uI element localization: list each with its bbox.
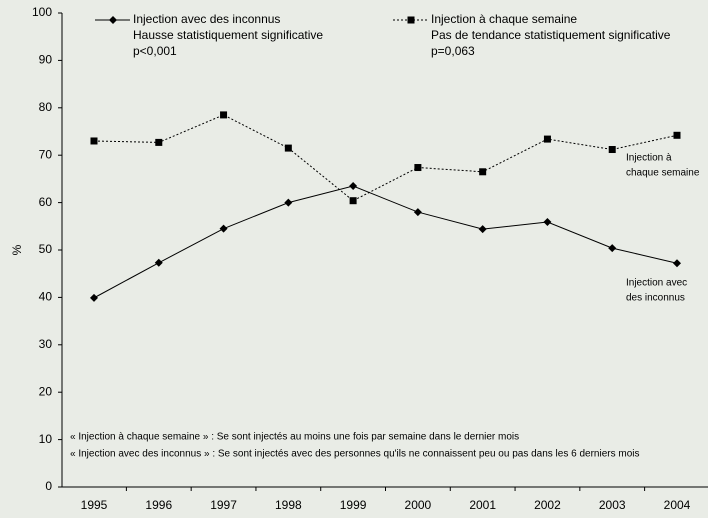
legend-label: Injection avec des inconnus bbox=[133, 12, 280, 26]
marker bbox=[543, 218, 552, 227]
marker bbox=[414, 164, 422, 172]
legend-note: Hausse statistiquement significative bbox=[133, 28, 323, 42]
y-tick-label: 10 bbox=[39, 432, 53, 446]
marker bbox=[608, 244, 617, 253]
annotation: Injection avec bbox=[626, 278, 687, 289]
x-tick-label: 1999 bbox=[340, 498, 367, 512]
marker bbox=[284, 198, 293, 207]
y-tick-label: 60 bbox=[39, 195, 53, 209]
series-line bbox=[93, 185, 678, 299]
x-tick-label: 2000 bbox=[405, 498, 432, 512]
annotation: des inconnus bbox=[626, 293, 685, 304]
y-tick-label: 50 bbox=[39, 242, 53, 256]
legend-note: Pas de tendance statistiquement signific… bbox=[431, 28, 671, 42]
y-axis-label: % bbox=[10, 244, 24, 255]
note: « Injection avec des inconnus » : Se son… bbox=[70, 449, 639, 460]
legend-note: p=0,063 bbox=[431, 44, 475, 58]
note: « Injection à chaque semaine » : Se sont… bbox=[70, 432, 519, 443]
marker bbox=[673, 259, 681, 268]
marker bbox=[284, 144, 292, 152]
x-tick-label: 1996 bbox=[145, 498, 172, 512]
y-tick-label: 80 bbox=[39, 100, 53, 114]
marker bbox=[90, 293, 98, 302]
marker bbox=[543, 135, 551, 143]
marker bbox=[109, 16, 117, 24]
marker bbox=[154, 258, 163, 267]
x-tick-label: 1998 bbox=[275, 498, 302, 512]
x-tick-label: 2003 bbox=[599, 498, 626, 512]
y-tick-label: 70 bbox=[39, 147, 53, 161]
marker bbox=[90, 137, 98, 145]
annotation: Injection à bbox=[626, 153, 672, 164]
y-tick-label: 30 bbox=[39, 337, 53, 351]
legend-note: p<0,001 bbox=[133, 44, 177, 58]
marker bbox=[219, 224, 228, 233]
y-tick-label: 100 bbox=[32, 5, 52, 19]
marker bbox=[608, 146, 616, 154]
marker bbox=[673, 131, 681, 139]
legend-label: Injection à chaque semaine bbox=[431, 12, 577, 26]
y-tick-label: 40 bbox=[39, 290, 53, 304]
marker bbox=[407, 16, 415, 24]
x-tick-label: 2004 bbox=[664, 498, 691, 512]
x-tick-label: 1997 bbox=[210, 498, 237, 512]
x-tick-label: 2002 bbox=[534, 498, 561, 512]
marker bbox=[349, 197, 357, 205]
marker bbox=[155, 138, 163, 146]
marker bbox=[479, 168, 487, 176]
marker bbox=[478, 225, 487, 234]
x-tick-label: 2001 bbox=[469, 498, 496, 512]
marker bbox=[413, 208, 422, 217]
annotation: chaque semaine bbox=[626, 168, 700, 179]
y-tick-label: 0 bbox=[45, 479, 52, 493]
marker bbox=[220, 111, 228, 119]
y-tick-label: 20 bbox=[39, 384, 53, 398]
x-tick-label: 1995 bbox=[81, 498, 108, 512]
marker bbox=[349, 182, 358, 191]
y-tick-label: 90 bbox=[39, 53, 53, 67]
